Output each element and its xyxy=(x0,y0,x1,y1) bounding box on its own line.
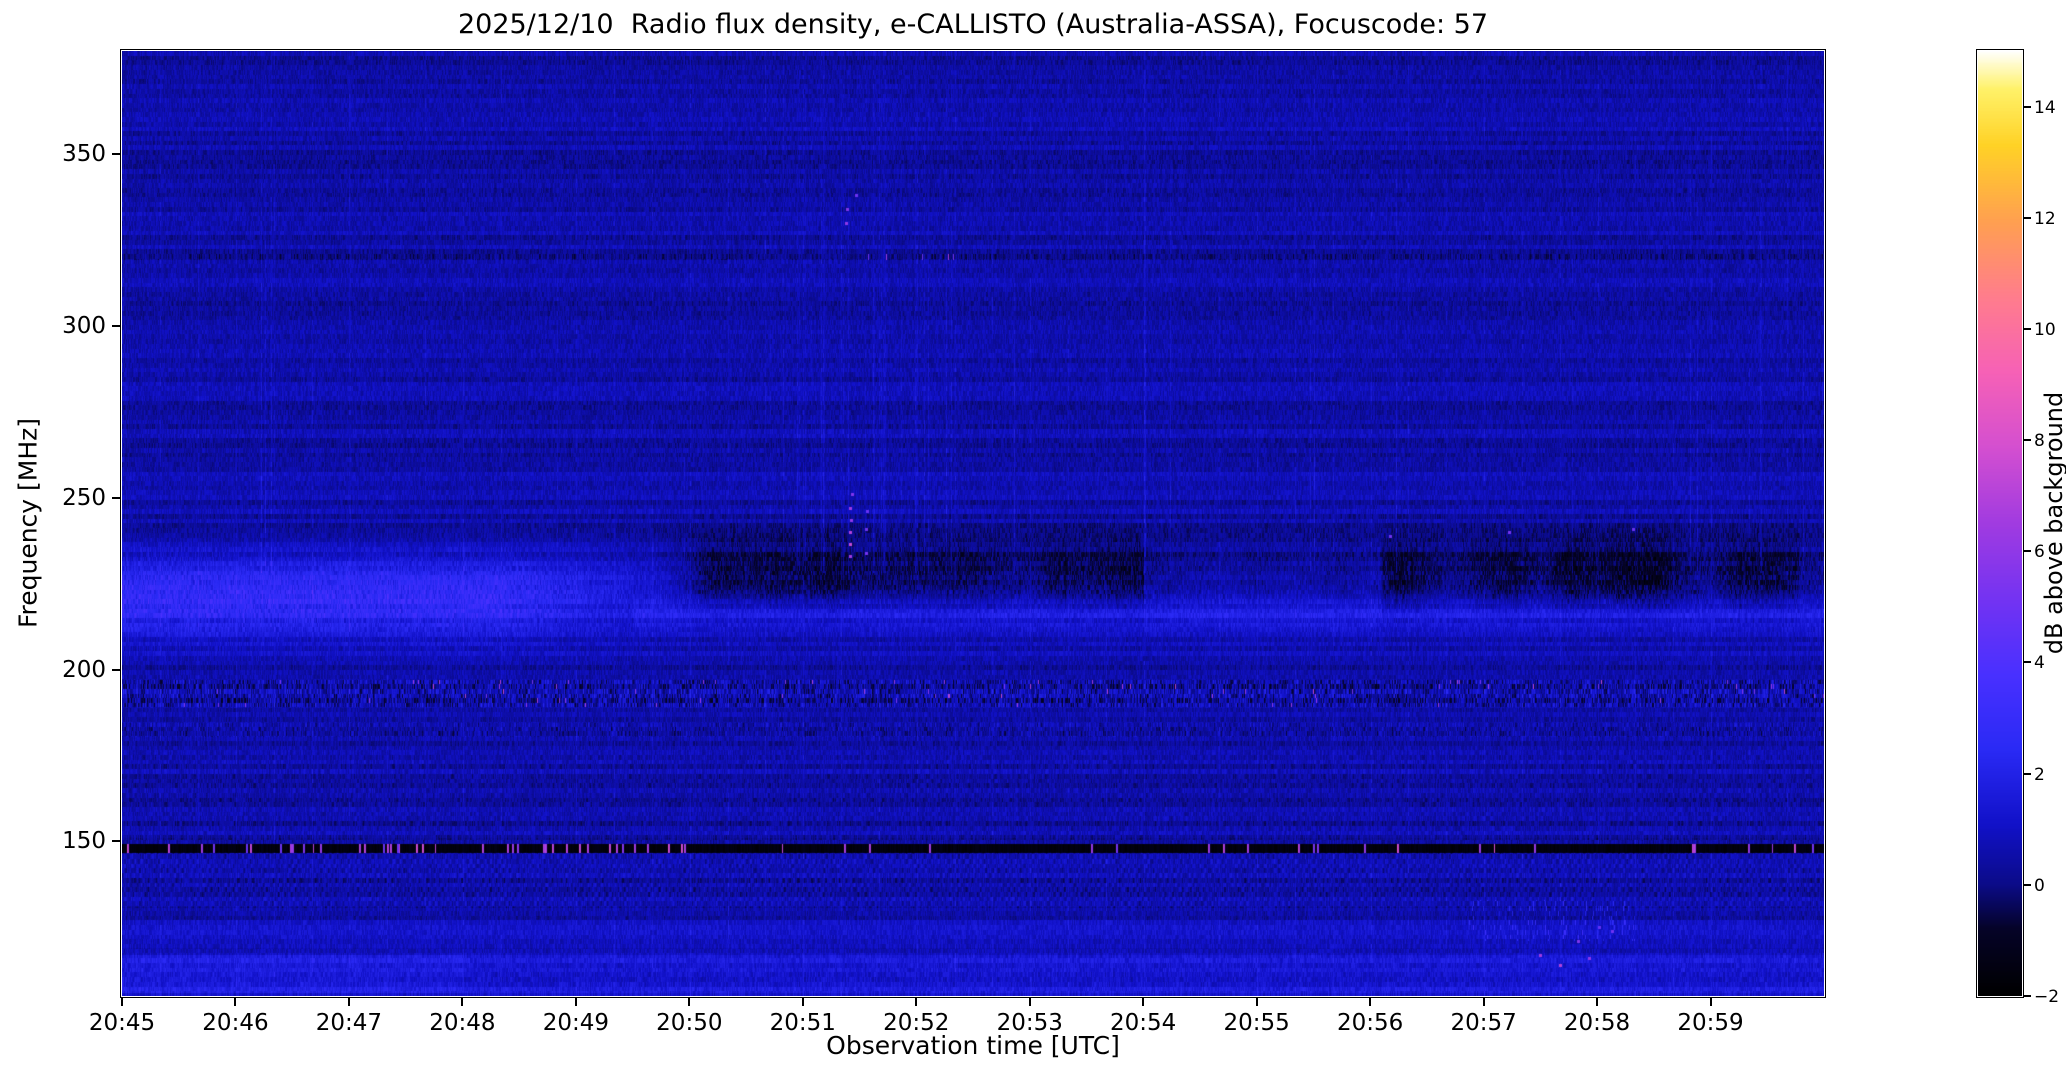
x-tick-mark xyxy=(915,998,918,1006)
x-tick-label: 20:47 xyxy=(315,1010,383,1036)
x-tick-mark xyxy=(688,998,691,1006)
x-axis-label: Observation time [UTC] xyxy=(826,1031,1120,1060)
colorbar-tick-mark xyxy=(2024,439,2031,442)
colorbar-tick-mark xyxy=(2024,661,2031,664)
y-tick-label: 300 xyxy=(62,312,106,339)
x-tick-label: 20:45 xyxy=(88,1010,156,1036)
colorbar-tick-label: 4 xyxy=(2034,653,2045,674)
x-tick-mark xyxy=(121,998,123,1006)
x-tick-mark xyxy=(347,998,350,1006)
colorbar-tick-mark xyxy=(2024,216,2031,219)
colorbar-gradient xyxy=(1978,51,2022,996)
x-tick-label: 20:51 xyxy=(769,1010,836,1036)
x-tick-mark xyxy=(234,998,237,1006)
colorbar-tick-mark xyxy=(2024,883,2031,886)
y-tick-mark xyxy=(112,668,120,671)
y-tick-label: 250 xyxy=(62,484,106,511)
y-tick-mark xyxy=(112,153,120,156)
y-axis-label: Frequency [MHz] xyxy=(13,417,43,629)
x-tick-mark xyxy=(801,998,804,1006)
colorbar-tick-label: 12 xyxy=(2034,208,2056,229)
spectrogram-canvas xyxy=(122,51,1824,996)
colorbar-tick-label: 0 xyxy=(2034,875,2045,896)
x-tick-label: 20:56 xyxy=(1336,1010,1404,1036)
x-tick-label: 20:53 xyxy=(996,1010,1063,1036)
colorbar-tick-label: 8 xyxy=(2034,431,2045,452)
x-tick-label: 20:52 xyxy=(883,1010,950,1036)
colorbar-tick-mark xyxy=(2024,995,2031,997)
x-tick-mark xyxy=(1142,998,1145,1006)
y-tick-mark xyxy=(112,840,120,843)
colorbar-tick-label: 6 xyxy=(2034,542,2045,563)
colorbar-tick-mark xyxy=(2024,772,2031,775)
x-tick-label: 20:50 xyxy=(656,1010,723,1036)
x-tick-label: 20:58 xyxy=(1563,1010,1631,1036)
colorbar-tick-label: 14 xyxy=(2034,97,2056,118)
y-tick-label: 350 xyxy=(62,141,106,168)
colorbar-tick-label: 2 xyxy=(2034,764,2045,785)
x-tick-label: 20:54 xyxy=(1110,1010,1177,1036)
x-tick-label: 20:59 xyxy=(1677,1010,1744,1036)
x-tick-mark xyxy=(1709,998,1712,1006)
x-tick-label: 20:48 xyxy=(429,1010,496,1036)
colorbar-tick-label: 10 xyxy=(2034,319,2056,340)
colorbar-tick-mark xyxy=(2024,550,2031,553)
y-tick-label: 150 xyxy=(62,828,106,855)
x-tick-label: 20:55 xyxy=(1223,1010,1290,1036)
x-tick-mark xyxy=(461,998,464,1006)
x-tick-mark xyxy=(1028,998,1031,1006)
x-tick-mark xyxy=(574,998,577,1006)
x-tick-label: 20:46 xyxy=(202,1010,269,1036)
y-tick-mark xyxy=(112,496,120,499)
x-tick-mark xyxy=(1369,998,1372,1006)
colorbar-tick-mark xyxy=(2024,105,2031,108)
x-tick-label: 20:57 xyxy=(1450,1010,1517,1036)
y-tick-mark xyxy=(112,324,120,327)
x-tick-mark xyxy=(1255,998,1258,1006)
x-tick-label: 20:49 xyxy=(542,1010,609,1036)
colorbar-tick-label: −2 xyxy=(2034,987,2060,1007)
y-tick-label: 200 xyxy=(62,656,106,683)
colorbar-tick-mark xyxy=(2024,327,2031,330)
x-tick-mark xyxy=(1596,998,1599,1006)
chart-title: 2025/12/10 Radio flux density, e-CALLIST… xyxy=(457,9,1489,40)
x-tick-mark xyxy=(1482,998,1485,1006)
